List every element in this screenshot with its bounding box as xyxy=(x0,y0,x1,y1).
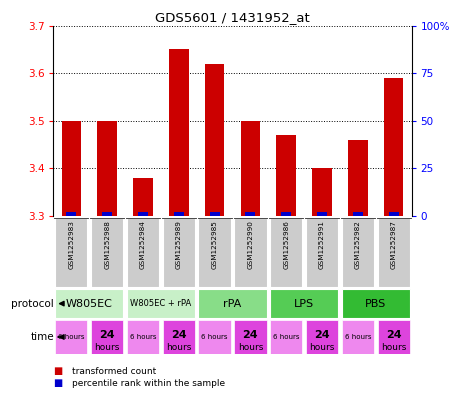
Text: GSM1252984: GSM1252984 xyxy=(140,220,146,269)
Text: 24: 24 xyxy=(243,331,258,340)
Text: PBS: PBS xyxy=(365,299,386,309)
Text: GSM1252986: GSM1252986 xyxy=(283,220,289,269)
Text: GSM1252983: GSM1252983 xyxy=(68,220,74,269)
Bar xyxy=(276,135,296,216)
Bar xyxy=(174,212,184,216)
Text: GSM1252987: GSM1252987 xyxy=(391,220,397,269)
Text: 6 hours: 6 hours xyxy=(273,334,299,340)
Bar xyxy=(234,218,266,287)
Bar xyxy=(210,212,219,216)
Bar xyxy=(312,169,332,216)
Bar xyxy=(306,218,338,287)
Text: hours: hours xyxy=(309,343,335,352)
Bar xyxy=(240,121,260,216)
Text: hours: hours xyxy=(238,343,263,352)
Bar xyxy=(127,289,195,318)
Bar xyxy=(127,320,159,354)
Bar xyxy=(353,212,363,216)
Text: 6 hours: 6 hours xyxy=(201,334,228,340)
Text: 6 hours: 6 hours xyxy=(130,334,156,340)
Text: 24: 24 xyxy=(100,331,115,340)
Text: 24: 24 xyxy=(171,331,186,340)
Text: hours: hours xyxy=(381,343,406,352)
Text: GSM1252988: GSM1252988 xyxy=(104,220,110,269)
Bar xyxy=(61,121,81,216)
Bar xyxy=(55,289,123,318)
Bar xyxy=(97,121,117,216)
Text: percentile rank within the sample: percentile rank within the sample xyxy=(72,379,225,387)
Bar xyxy=(205,64,225,216)
Text: ■: ■ xyxy=(53,366,63,376)
Bar xyxy=(163,218,195,287)
Bar xyxy=(378,320,410,354)
Title: GDS5601 / 1431952_at: GDS5601 / 1431952_at xyxy=(155,11,310,24)
Bar xyxy=(127,218,159,287)
Bar xyxy=(270,289,338,318)
Bar xyxy=(348,140,368,216)
Bar xyxy=(389,212,399,216)
Bar xyxy=(199,320,231,354)
Bar xyxy=(199,289,266,318)
Bar xyxy=(270,320,302,354)
Bar xyxy=(270,218,302,287)
Text: GSM1252989: GSM1252989 xyxy=(176,220,182,269)
Text: W805EC + rPA: W805EC + rPA xyxy=(130,299,192,308)
Bar xyxy=(246,212,255,216)
Text: GSM1252991: GSM1252991 xyxy=(319,220,325,269)
Bar xyxy=(384,78,404,216)
Text: transformed count: transformed count xyxy=(72,367,156,376)
Text: 24: 24 xyxy=(386,331,401,340)
Bar xyxy=(133,178,153,216)
Text: 6 hours: 6 hours xyxy=(58,334,85,340)
Text: GSM1252990: GSM1252990 xyxy=(247,220,253,269)
Bar xyxy=(102,212,112,216)
Text: protocol: protocol xyxy=(11,299,54,309)
Bar xyxy=(55,218,87,287)
Text: rPA: rPA xyxy=(223,299,242,309)
Text: LPS: LPS xyxy=(294,299,314,309)
Text: ■: ■ xyxy=(53,378,63,388)
Bar xyxy=(55,320,87,354)
Bar xyxy=(163,320,195,354)
Text: 24: 24 xyxy=(314,331,330,340)
Text: time: time xyxy=(30,332,54,342)
Text: 6 hours: 6 hours xyxy=(345,334,371,340)
Bar xyxy=(342,289,410,318)
Bar xyxy=(281,212,291,216)
Text: W805EC: W805EC xyxy=(66,299,113,309)
Text: GSM1252982: GSM1252982 xyxy=(355,220,361,269)
Bar xyxy=(378,218,410,287)
Text: GSM1252985: GSM1252985 xyxy=(212,220,218,269)
Bar xyxy=(342,218,374,287)
Bar xyxy=(199,218,231,287)
Bar xyxy=(317,212,327,216)
Bar xyxy=(66,212,76,216)
Bar xyxy=(234,320,266,354)
Bar xyxy=(138,212,148,216)
Text: hours: hours xyxy=(166,343,192,352)
Bar xyxy=(342,320,374,354)
Bar xyxy=(91,320,123,354)
Bar xyxy=(169,50,189,216)
Bar xyxy=(91,218,123,287)
Bar xyxy=(306,320,338,354)
Text: hours: hours xyxy=(94,343,120,352)
